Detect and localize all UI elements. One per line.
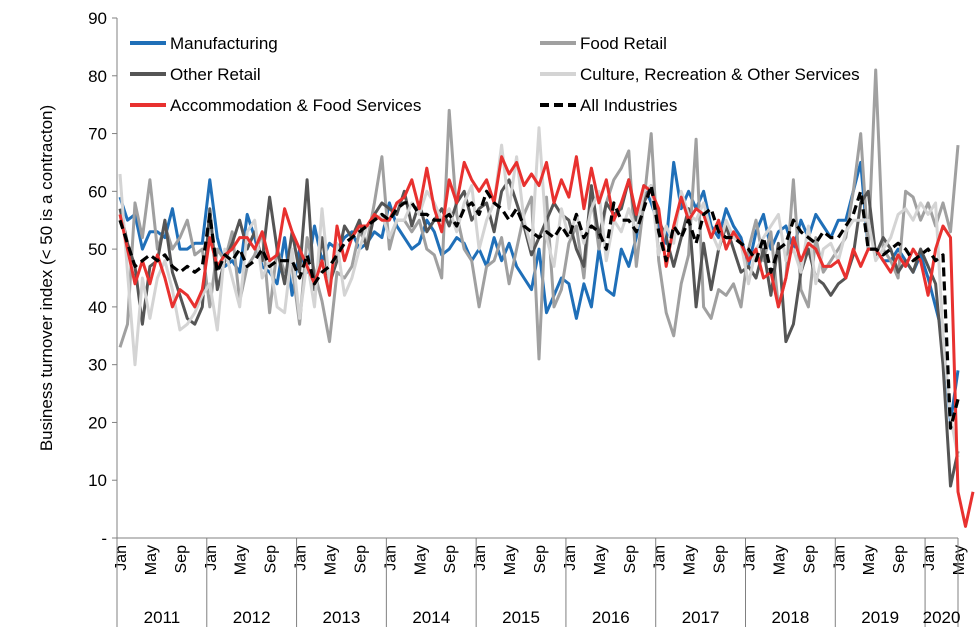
x-tick-label: Sep (263, 545, 280, 574)
legend-label: Food Retail (580, 34, 667, 53)
year-label: 2012 (233, 608, 271, 627)
legend-entry: Accommodation & Food Services (130, 96, 421, 115)
legend-entry: Other Retail (130, 65, 261, 84)
x-tick-label: May (233, 545, 250, 575)
x-tick-label: May (771, 545, 788, 575)
x-tick-label: Sep (442, 545, 459, 574)
x-tick-label: Sep (801, 545, 818, 574)
x-tick-label: May (143, 545, 160, 575)
legend-label: All Industries (580, 96, 677, 115)
legend-label: Culture, Recreation & Other Services (580, 65, 860, 84)
x-tick-label: Jan (742, 545, 759, 571)
y-tick-label: 80 (88, 67, 107, 86)
x-tick-label: Jan (652, 545, 669, 571)
x-tick-label: Jan (382, 545, 399, 571)
y-tick-label: 40 (88, 298, 107, 317)
y-tick-label: 10 (88, 471, 107, 490)
y-axis-title: Business turnover index (< 50 is a contr… (37, 105, 56, 451)
axes (116, 18, 958, 539)
x-tick-label: May (682, 545, 699, 575)
x-axis-ticks: Jan May Sep Jan May Sep Jan May Sep Jan May Sep Jan M… (113, 538, 968, 627)
y-tick-label: 30 (88, 356, 107, 375)
y-tick-label: 60 (88, 182, 107, 201)
x-tick-label: Jan (562, 545, 579, 571)
x-tick-label: Jan (203, 545, 220, 571)
year-label: 2015 (502, 608, 540, 627)
x-tick-label: Sep (532, 545, 549, 574)
plot-lines (118, 68, 975, 528)
year-label: 2019 (861, 608, 899, 627)
x-tick-label: Sep (712, 545, 729, 574)
y-tick-label: 20 (88, 413, 107, 432)
series-line-accommodation-food-services (118, 155, 975, 528)
x-tick-label: Sep (891, 545, 908, 574)
y-axis-title-group: Business turnover index (< 50 is a contr… (37, 105, 56, 451)
legend-label: Manufacturing (170, 34, 278, 53)
series-line-culture-recreation-other-services (118, 126, 960, 458)
x-tick-label: May (592, 545, 609, 575)
y-tick-label: - (101, 529, 107, 548)
year-label: 2016 (592, 608, 630, 627)
y-tick-label: 50 (88, 240, 107, 259)
y-tick-label: 70 (88, 125, 107, 144)
x-tick-label: May (412, 545, 429, 575)
legend-entry: Food Retail (540, 34, 667, 53)
x-tick-label: Sep (352, 545, 369, 574)
legend-entry: Culture, Recreation & Other Services (540, 65, 860, 84)
x-tick-label: May (323, 545, 340, 575)
x-tick-label: Jan (293, 545, 310, 571)
x-tick-label: May (861, 545, 878, 575)
x-tick-label: Sep (173, 545, 190, 574)
year-label: 2020 (923, 608, 961, 627)
x-tick-label: Jan (921, 545, 938, 571)
year-label: 2017 (682, 608, 720, 627)
legend-label: Accommodation & Food Services (170, 96, 421, 115)
y-tick-label: 90 (88, 9, 107, 28)
year-label: 2011 (144, 608, 181, 627)
legend-entry: All Industries (540, 96, 677, 115)
x-tick-label: May (502, 545, 519, 575)
legend-entry: Manufacturing (130, 34, 278, 53)
x-tick-label: Jan (472, 545, 489, 571)
y-axis-ticks: - 10 20 30 40 50 60 70 80 90 (88, 9, 117, 548)
x-tick-label: Jan (831, 545, 848, 571)
x-tick-label: Sep (622, 545, 639, 574)
legend: Manufacturing Food Retail Other Retail Cult… (130, 34, 860, 115)
series-line-all-industries (118, 184, 960, 430)
x-tick-label: May (951, 545, 968, 575)
x-tick-label: Jan (113, 545, 130, 571)
year-label: 2013 (323, 608, 361, 627)
year-label: 2018 (771, 608, 809, 627)
legend-label: Other Retail (170, 65, 261, 84)
year-label: 2014 (412, 608, 450, 627)
